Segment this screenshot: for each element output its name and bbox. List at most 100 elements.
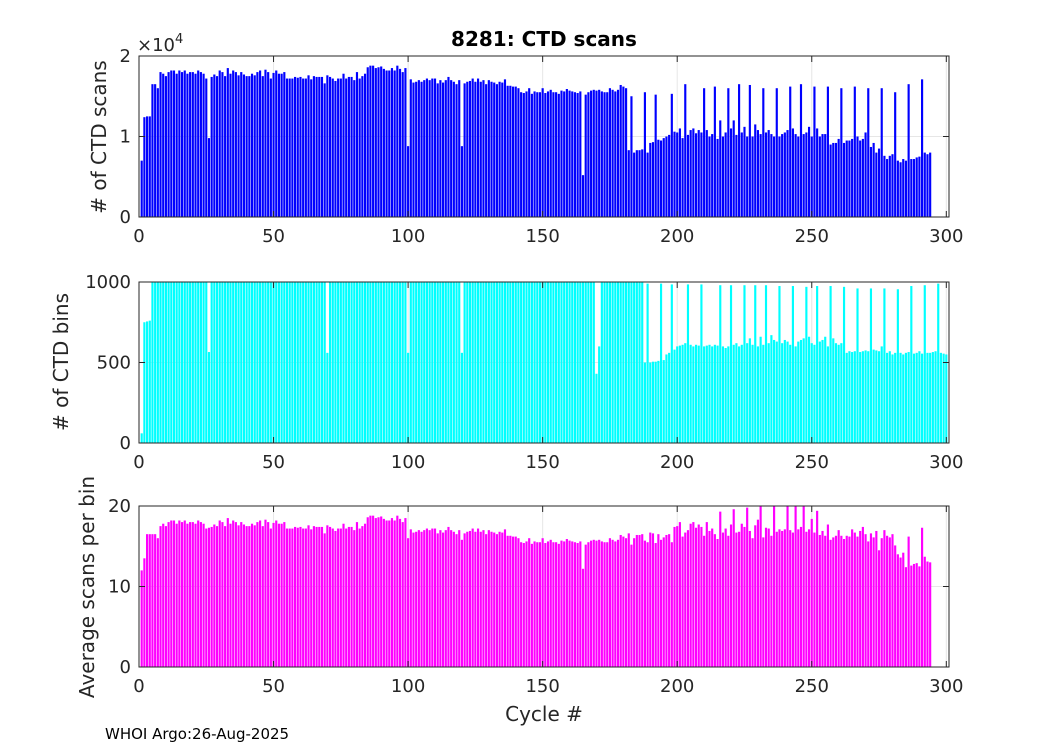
scans-bar <box>256 72 259 217</box>
avg-bar <box>310 529 313 667</box>
bins-bar <box>143 322 146 443</box>
bins-bar <box>923 285 926 443</box>
bins-bar <box>619 282 622 443</box>
scans-bar <box>807 126 811 217</box>
avg-xtick-label: 250 <box>795 676 829 697</box>
avg-bar <box>544 543 547 667</box>
avg-bar <box>474 531 477 667</box>
avg-bar <box>555 542 558 667</box>
scans-ylabel: # of CTD scans <box>87 60 111 213</box>
scans-bar <box>899 162 902 217</box>
scans-bar <box>458 80 461 218</box>
bins-bar <box>904 352 908 443</box>
avg-bar <box>563 541 566 667</box>
bins-bar <box>719 285 722 443</box>
scans-bar <box>598 89 601 217</box>
avg-bar <box>748 530 751 667</box>
scans-bar <box>250 73 254 218</box>
scans-bar <box>926 154 929 217</box>
scans-bar <box>140 160 143 217</box>
bins-bar <box>412 282 415 443</box>
scans-bar <box>277 73 281 218</box>
scans-bar <box>751 136 754 217</box>
avg-bar <box>773 506 776 667</box>
bins-bar <box>595 373 598 443</box>
bins-bar <box>708 344 711 443</box>
avg-bar <box>390 518 394 667</box>
avg-bar <box>834 535 838 667</box>
avg-bar <box>229 523 232 667</box>
avg-bar <box>250 523 254 667</box>
scans-bar <box>240 72 243 217</box>
scans-bar <box>194 73 197 218</box>
avg-bar <box>740 523 743 667</box>
bins-bar <box>692 346 695 443</box>
avg-bar <box>361 526 364 668</box>
scans-bar <box>156 88 159 217</box>
scans-bar <box>385 70 388 218</box>
scans-bar <box>210 76 213 218</box>
bins-bar <box>568 282 571 443</box>
scans-bar <box>896 160 899 217</box>
scans-bar <box>727 88 730 217</box>
figure-title: 8281: CTD scans <box>451 27 637 51</box>
bins-bar <box>339 282 342 443</box>
bins-bar <box>735 343 738 443</box>
bins-bar <box>175 282 178 443</box>
avg-bar <box>215 526 219 668</box>
avg-bar <box>221 522 224 667</box>
bins-bar <box>732 344 735 443</box>
avg-bar <box>291 528 294 667</box>
scans-bar <box>840 88 843 217</box>
bins-bar <box>277 282 281 443</box>
scans-bar <box>428 80 431 218</box>
avg-bar <box>283 522 286 667</box>
bins-bar <box>716 345 719 443</box>
bins-bar <box>875 350 878 443</box>
scans-bar <box>754 124 757 217</box>
bins-bar <box>528 282 531 443</box>
avg-bar <box>315 526 318 667</box>
bins-bar <box>926 352 929 443</box>
avg-bar <box>264 519 267 667</box>
avg-bar <box>684 532 687 667</box>
avg-bar <box>886 535 889 667</box>
avg-bar <box>148 534 151 667</box>
bins-bar <box>748 338 751 443</box>
scans-bar <box>253 75 256 217</box>
scans-bar <box>810 136 813 217</box>
scans-bar <box>783 132 786 217</box>
scans-bar <box>267 72 270 217</box>
avg-bar <box>923 556 926 667</box>
avg-ytick-label: 20 <box>108 496 131 517</box>
avg-bar <box>259 520 262 667</box>
avg-bar <box>183 520 186 667</box>
avg-bar <box>536 542 539 667</box>
avg-bar <box>832 537 835 667</box>
bins-bar <box>159 282 162 443</box>
avg-bar <box>417 530 420 667</box>
avg-bar <box>883 530 886 667</box>
scans-bar <box>832 142 835 217</box>
scans-bar <box>334 80 337 218</box>
bins-bar <box>837 344 840 443</box>
scans-ytick-label: 0 <box>120 207 131 228</box>
avg-bar <box>328 526 332 667</box>
avg-bar <box>732 509 735 667</box>
scans-bar <box>681 138 684 217</box>
bins-bar <box>210 282 213 443</box>
scans-bar <box>649 142 652 217</box>
bins-bar <box>565 282 568 443</box>
avg-bar <box>175 523 178 667</box>
bins-xtick-label: 100 <box>391 452 425 473</box>
avg-bar <box>401 522 404 667</box>
scans-bar <box>568 90 571 217</box>
scans-bar <box>724 132 727 217</box>
bins-bar <box>805 286 808 443</box>
bins-bar <box>299 282 302 443</box>
avg-bar <box>592 539 595 667</box>
avg-bar <box>560 540 563 667</box>
scans-bar <box>495 84 498 218</box>
avg-bar <box>180 522 184 667</box>
avg-bar <box>872 537 875 667</box>
